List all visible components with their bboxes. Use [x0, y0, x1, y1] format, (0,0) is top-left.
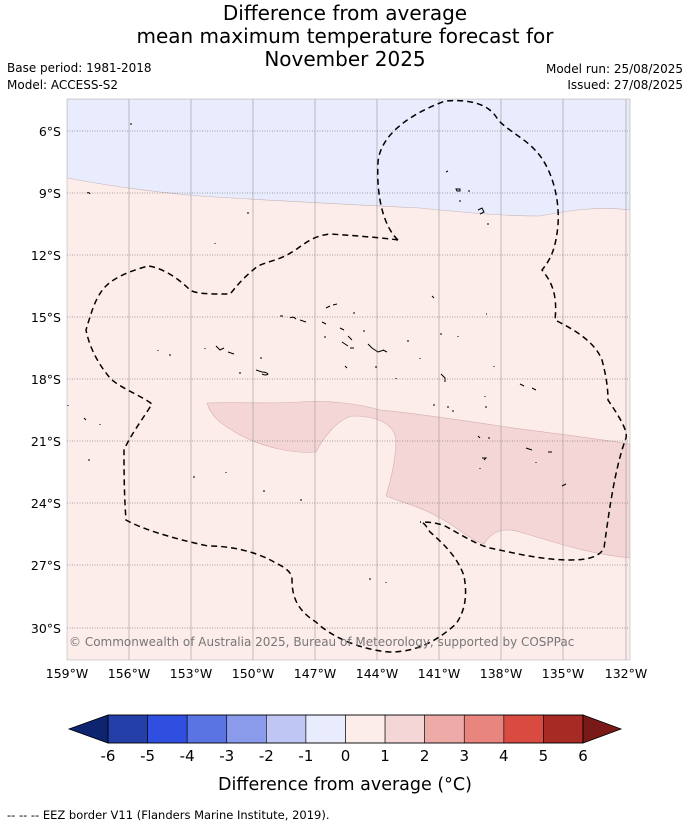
- map-area: © Commonwealth of Australia 2025, Bureau…: [67, 99, 630, 660]
- colorbar-tick-label: 0: [341, 747, 351, 765]
- map-title-line-3: November 2025: [264, 47, 426, 71]
- eez-legend-note: -- -- -- EEZ border V11 (Flanders Marine…: [7, 808, 330, 822]
- colorbar-tick-label: 2: [420, 747, 430, 765]
- anomaly-band-1-to-2: [206, 401, 630, 559]
- latitude-labels: 6°S 9°S 12°S 15°S 18°S 21°S 24°S 27°S 30…: [31, 124, 61, 636]
- colorbar-tick-label: -5: [140, 747, 155, 765]
- copyright-notice: © Commonwealth of Australia 2025, Bureau…: [69, 635, 574, 649]
- lon-label: 135°W: [542, 666, 584, 681]
- lon-label: 138°W: [480, 666, 522, 681]
- colorbar-under-arrow: [67, 714, 109, 744]
- lat-label: 24°S: [31, 496, 61, 511]
- colorbar-swatch: [463, 714, 505, 744]
- lat-label: 27°S: [31, 558, 61, 573]
- colorbar-swatch: [226, 714, 267, 744]
- colorbar-swatch: [147, 714, 188, 744]
- colorbar-swatch: [384, 714, 425, 744]
- lon-label: 147°W: [294, 666, 336, 681]
- colorbar-swatch: [305, 714, 346, 744]
- lat-label: 12°S: [31, 248, 61, 263]
- lat-label: 6°S: [39, 124, 61, 139]
- colorbar-frame: [107, 714, 584, 744]
- lat-label: 18°S: [31, 372, 61, 387]
- colorbar-tick-label: -4: [180, 747, 195, 765]
- base-period: Base period: 1981-2018: [7, 61, 152, 75]
- colorbar-swatch: [345, 714, 386, 744]
- lat-label: 9°S: [39, 186, 61, 201]
- colorbar-swatch: [424, 714, 465, 744]
- eez-border: [85, 99, 627, 653]
- map-gridlines: [128, 99, 627, 660]
- colorbar-tick-label: 6: [578, 747, 588, 765]
- lon-label: 153°W: [170, 666, 212, 681]
- colorbar-over-arrow: [582, 714, 623, 744]
- lon-label: 159°W: [46, 666, 88, 681]
- longitude-labels: 159°W 156°W 153°W 150°W 147°W 144°W 141°…: [46, 666, 647, 681]
- map-title-line-1: Difference from average: [222, 1, 468, 25]
- lat-label: 30°S: [31, 621, 61, 636]
- colorbar-tick-label: 5: [539, 747, 549, 765]
- issued-date: Issued: 27/08/2025: [567, 78, 683, 92]
- lon-label: 150°W: [232, 666, 274, 681]
- map-frame: [66, 98, 631, 661]
- colorbar-label: Difference from average (°C): [218, 775, 472, 795]
- colorbar-tick-label: -2: [259, 747, 274, 765]
- lon-label: 141°W: [418, 666, 460, 681]
- colorbar-swatch: [543, 714, 584, 744]
- colorbar-tick-label: -6: [101, 747, 116, 765]
- anomaly-band-minus1-to-0: [67, 99, 630, 217]
- colorbar-swatch: [107, 714, 148, 744]
- colorbar-tick-label: -1: [298, 747, 313, 765]
- colorbar-tick-label: 4: [499, 747, 509, 765]
- colorbar-swatch: [266, 714, 307, 744]
- lon-label: 156°W: [108, 666, 150, 681]
- colorbar-tick-label: 3: [459, 747, 469, 765]
- model-name: Model: ACCESS-S2: [7, 78, 119, 92]
- colorbar-swatch: [186, 714, 228, 744]
- model-run-date: Model run: 25/08/2025: [545, 62, 683, 76]
- colorbar-tick-label: 1: [380, 747, 390, 765]
- island-outlines: [67, 123, 567, 583]
- map-title-line-2: mean maximum temperature forecast for: [136, 24, 554, 48]
- colorbar: -6 -5 -4 -3 -2 -1 0 1 2 3 4 5 6 Difference from aver…: [67, 714, 623, 795]
- colorbar-swatch: [503, 714, 544, 744]
- lat-label: 21°S: [31, 434, 61, 449]
- lat-label: 15°S: [31, 310, 61, 325]
- colorbar-tick-label: -3: [219, 747, 234, 765]
- lon-label: 144°W: [356, 666, 398, 681]
- lon-label: 132°W: [605, 666, 647, 681]
